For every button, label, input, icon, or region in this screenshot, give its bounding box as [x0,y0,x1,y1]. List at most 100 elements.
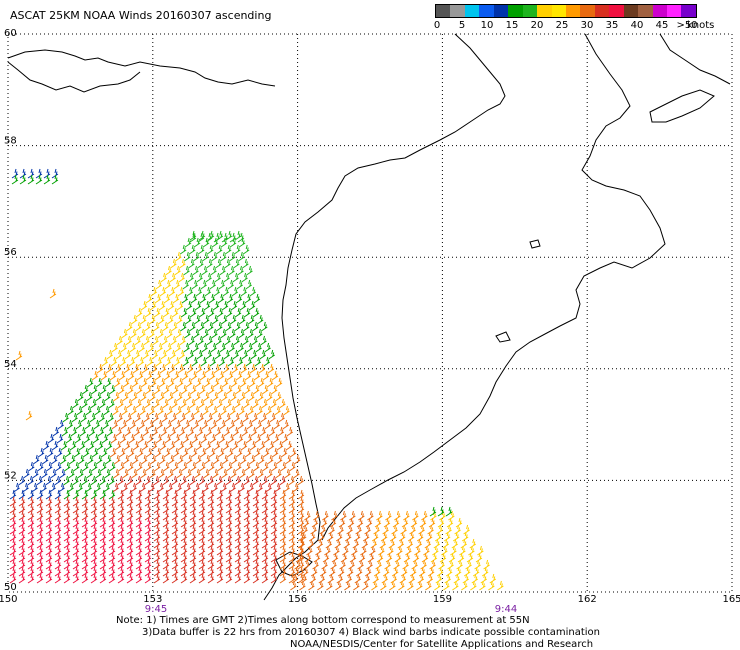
wind-barb [203,454,211,465]
wind-barb [180,496,188,507]
wind-barb [403,510,410,521]
wind-barb [135,510,143,521]
wind-barb [155,433,163,444]
wind-barb [255,419,262,430]
wind-barb [275,468,282,479]
wind-barb [288,538,296,549]
wind-barb [59,468,66,479]
wind-barb [45,552,53,563]
wind-barb [450,545,457,556]
wind-barb [243,552,251,563]
wind-barb [228,265,235,276]
colorbar-swatch [450,5,465,17]
wind-barb [109,461,116,472]
wind-barb [139,405,146,416]
wind-barb [203,468,210,479]
wind-barb [115,349,122,360]
wind-barb [9,517,17,528]
wind-barb [331,510,338,521]
colorbar-swatch [508,5,523,17]
wind-barb [221,232,229,243]
wind-barb [362,531,370,542]
wind-barb [126,524,134,535]
wind-barb [266,454,274,465]
wind-barb [457,552,465,563]
wind-barb [418,566,426,577]
colorbar-tick-label: 0 [433,20,441,31]
wind-barb [273,419,280,430]
wind-barb [211,328,218,339]
wind-barb [319,524,326,535]
wind-barb [72,398,79,409]
wind-barb [35,174,43,185]
wind-barb [40,482,47,493]
wind-barb [189,566,197,577]
wind-barb [81,566,89,577]
wind-barb [106,426,114,437]
wind-barb [230,391,237,402]
wind-barb [232,349,239,360]
wind-barb [180,398,187,409]
wind-barb [225,552,233,563]
wind-barb [18,517,26,528]
wind-barb [253,293,261,304]
wind-barb [175,251,182,262]
wind-barb [65,433,73,444]
wind-barb [152,335,159,346]
wind-barb [213,440,221,451]
wind-barb [213,232,221,243]
wind-barb [299,580,306,591]
wind-barb [80,412,87,423]
wind-barb [279,510,287,521]
wind-barb [199,447,207,458]
wind-barb [18,475,25,486]
wind-barb [249,363,257,374]
lat-label: 56 [4,247,17,258]
wind-barb [148,314,156,325]
wind-barb [316,538,324,549]
wind-barb [225,566,233,577]
wind-barb [90,475,97,486]
wind-barb [205,232,213,243]
wind-barb [36,545,44,556]
wind-barb [155,279,162,290]
wind-barb [189,517,197,528]
wind-barb [185,454,193,465]
wind-barb [162,503,170,514]
wind-barb [153,573,161,584]
wind-barb [297,475,304,486]
wind-barb [162,531,170,542]
wind-barb [131,454,139,465]
wind-barb [174,342,181,353]
wind-barb [15,350,23,361]
wind-barb [288,475,295,486]
wind-barb [9,559,17,570]
wind-barb [134,335,141,346]
wind-barb [81,510,89,521]
wind-barb [252,489,260,500]
wind-barb [91,370,99,381]
wind-barb [170,412,177,423]
wind-barb [261,524,269,535]
wind-barb [51,168,59,179]
wind-barb [179,335,186,346]
wind-barb [336,573,344,584]
wind-barb [92,433,100,444]
wind-barb [234,552,242,563]
wind-barb [90,552,98,563]
wind-barb [304,510,311,521]
wind-barb [9,496,17,507]
wind-barb [45,545,53,556]
wind-barb [153,552,161,563]
coastline-kamchatka-north [263,33,506,601]
wind-barb [215,335,222,346]
wind-barb [207,538,215,549]
wind-barb [108,398,115,409]
wind-barb [185,468,192,479]
wind-barb [234,321,241,332]
wind-barb [207,307,215,318]
wind-barb [174,265,181,276]
wind-barb [146,433,154,444]
wind-barb [99,503,107,514]
wind-barb [126,496,134,507]
